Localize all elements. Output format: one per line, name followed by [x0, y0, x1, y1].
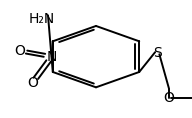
Text: S: S [153, 46, 162, 60]
Text: O: O [27, 76, 38, 90]
Text: N: N [47, 50, 57, 64]
Text: O: O [164, 91, 174, 105]
Text: H₂N: H₂N [29, 12, 55, 26]
Text: O: O [14, 44, 25, 58]
